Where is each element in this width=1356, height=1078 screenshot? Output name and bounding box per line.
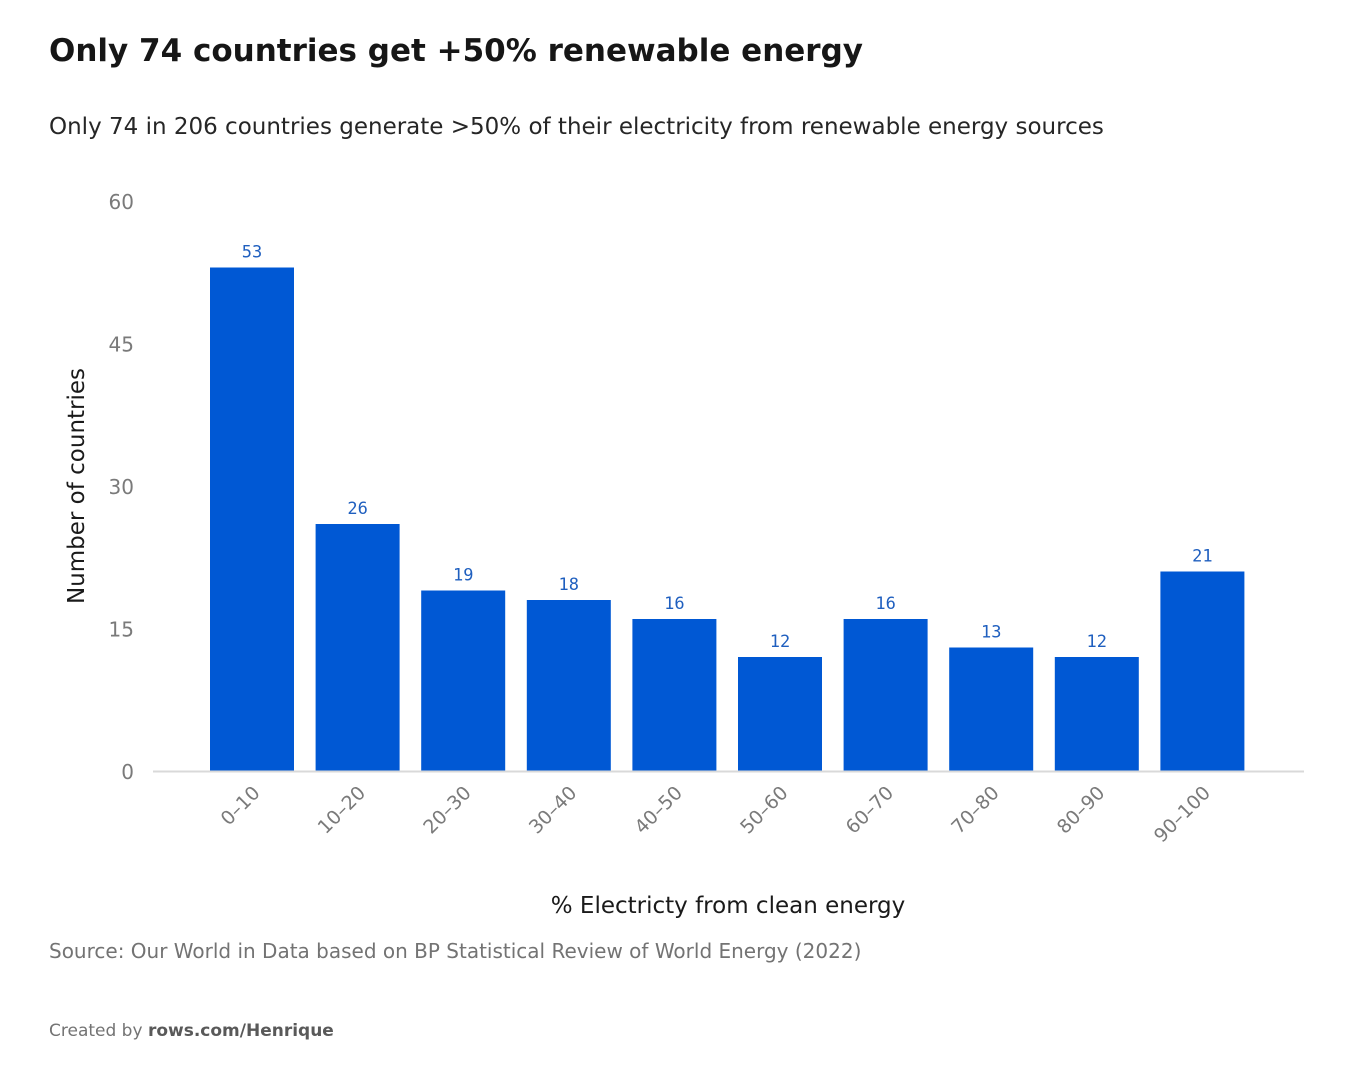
bar[interactable] [949,647,1034,772]
bar[interactable] [421,590,506,772]
chart-title: Only 74 countries get +50% renewable ene… [49,33,863,69]
y-tick-label: 0 [121,760,134,784]
bar-value-label: 21 [1192,547,1212,567]
x-tick-label: 70–80 [947,782,1003,838]
credit-link[interactable]: rows.com/Henrique [147,1021,334,1041]
x-tick-label: 40–50 [630,782,686,838]
bar[interactable] [1054,657,1139,771]
x-axis-label: % Electricty from clean energy [551,893,905,919]
bar-labels: 53 26 19 18 16 12 16 13 12 21 [242,243,1213,653]
bar-value-label: 18 [559,575,579,595]
credit-prefix: Created by [49,1021,148,1041]
bar[interactable] [526,600,611,771]
bar-value-label: 13 [981,623,1001,643]
y-tick-label: 45 [109,333,134,357]
x-tick-label: 0–10 [217,782,265,830]
y-axis: 0 15 30 45 60 [109,190,134,784]
bar-value-label: 12 [770,632,790,652]
y-tick-label: 30 [109,475,134,499]
x-axis: 0–10 10–20 20–30 30–40 40–50 50–60 60–70 70–80 8… [153,770,1304,847]
source-note: Source: Our World in Data based on BP St… [49,939,862,963]
bar[interactable] [315,524,400,771]
y-axis-label: Number of countries [64,368,90,604]
bar[interactable] [738,657,822,771]
chart-subtitle: Only 74 in 206 countries generate >50% o… [49,114,1104,140]
x-tick-label: 30–40 [525,782,581,838]
credit-note: Created by rows.com/Henrique [49,1021,334,1041]
bar[interactable] [632,619,717,771]
bar-value-label: 53 [242,243,262,263]
x-tick-label: 80–90 [1053,782,1109,838]
y-tick-label: 60 [109,190,134,214]
x-tick-label: 60–70 [842,782,898,838]
x-tick-label: 10–20 [314,782,370,838]
bar[interactable] [1160,571,1245,772]
bar-value-label: 26 [347,499,367,519]
bar[interactable] [843,619,928,771]
x-tick-label: 50–60 [736,782,792,838]
y-tick-label: 15 [109,618,134,642]
bar-chart: 0 15 30 45 60 53 26 19 18 16 12 16 13 12 21 0–10 10–20… [64,190,1304,919]
bar-value-label: 16 [875,594,895,614]
x-tick-label: 90–100 [1150,782,1215,847]
bar[interactable] [210,267,294,772]
bar-value-label: 19 [453,566,473,586]
x-tick-label: 20–30 [419,782,475,838]
bar-value-label: 16 [664,594,684,614]
bar-value-label: 12 [1087,632,1107,652]
bars [210,267,1245,772]
